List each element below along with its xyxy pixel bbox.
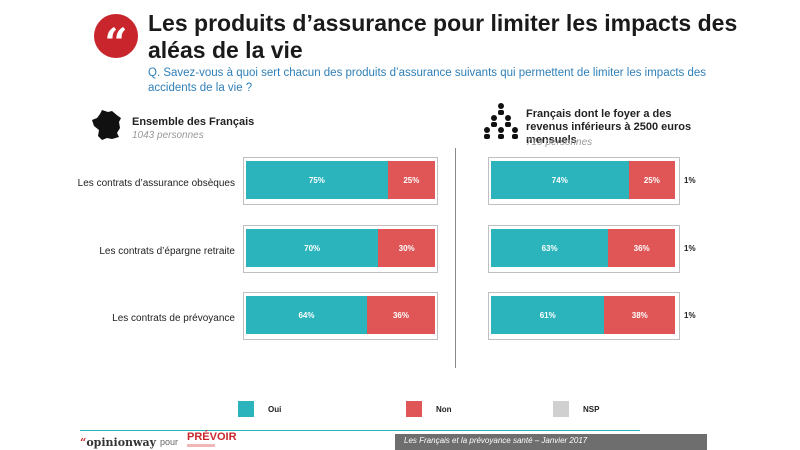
footer-study-title: Les Français et la prévoyance santé – Ja… [404,436,588,445]
survey-question: Q. Savez-vous à quoi sert chacun des pro… [148,67,707,94]
panel-divider [455,148,456,368]
category-label-prevoyance: Les contrats de prévoyance [112,313,235,324]
right-population-label: Français dont le foyer a des revenus inf… [526,108,692,146]
prevoir-logo: PRÉVOIR [187,431,237,443]
category-label-obseques: Les contrats d’assurance obsèques [77,178,235,189]
right-bar-non: 38% [604,296,676,334]
left-bar-oui: 64% [246,296,367,334]
left-bar-oui: 70% [246,229,379,267]
right-bar-row: 74% 25% [488,157,680,205]
footer-rule [80,430,640,431]
right-nsp-label: 1% [684,311,696,320]
footer-banner [395,434,707,450]
legend-label-oui: Oui [268,404,282,414]
left-bar-non: 30% [378,229,435,267]
right-bar-oui: 61% [491,296,605,334]
right-bar-non: 36% [608,229,676,267]
legend-label-non: Non [436,404,452,414]
left-bar-row: 75% 25% [243,157,438,205]
left-bar-non: 36% [366,296,435,334]
left-population-label: Ensemble des Français [132,116,255,128]
left-population-count: 1043 personnes [132,130,204,141]
footer-pour: pour [160,437,179,447]
left-bar-non: 25% [387,161,435,199]
legend-swatch-nsp [553,401,569,417]
legend-item-non: Non [406,401,452,417]
left-bar-row: 64% 36% [243,292,438,340]
right-bar-oui: 63% [491,229,609,267]
left-bar-oui: 75% [246,161,388,199]
quote-icon: “ [94,14,138,67]
legend-item-nsp: NSP [553,401,599,417]
right-population-count: 719 personnes [526,137,593,148]
legend-swatch-non [406,401,422,417]
right-nsp-label: 1% [684,244,696,253]
right-bar-row: 63% 36% [488,225,680,273]
prevoir-logo-underline [187,444,215,447]
opinionway-logo: “opinionway [80,436,157,449]
legend-swatch-oui [238,401,254,417]
right-bar-non: 25% [628,161,676,199]
left-bar-row: 70% 30% [243,225,438,273]
right-nsp-label: 1% [684,176,696,185]
legend-label-nsp: NSP [583,404,600,414]
people-pyramid-icon [484,103,518,139]
legend-item-oui: Oui [238,401,281,417]
category-label-epargne-retraite: Les contrats d’épargne retraite [99,246,235,257]
right-bar-row: 61% 38% [488,292,680,340]
france-map-icon [92,110,121,140]
page-title: Les produits d’assurance pour limiter le… [148,10,738,63]
right-bar-oui: 74% [491,161,629,199]
